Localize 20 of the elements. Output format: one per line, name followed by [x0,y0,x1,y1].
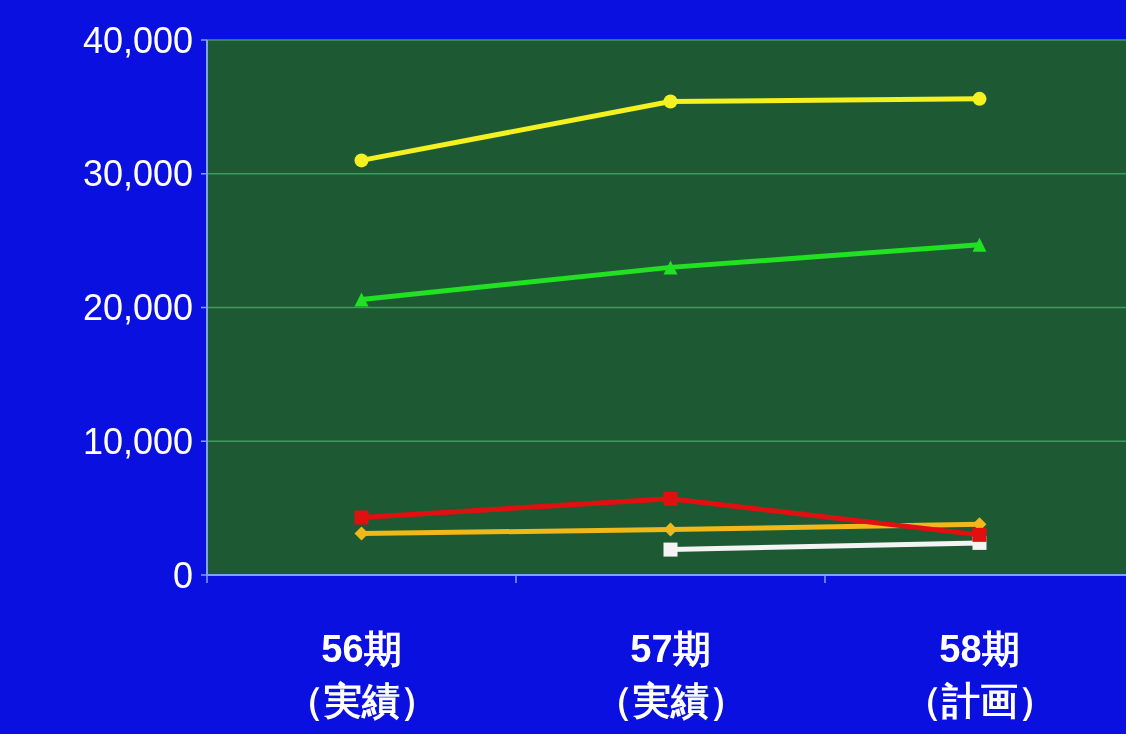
y-tick-label: 40,000 [82,19,193,61]
point [972,91,987,106]
point [972,237,987,252]
point [354,526,369,541]
y-tick-label: 30,000 [82,153,193,195]
point [663,260,678,275]
point [972,527,987,542]
y-tick-label: 0 [172,554,193,596]
x-tick-label: 56期（実績） [284,627,439,724]
x-tick-label: 57期（実績） [593,627,748,724]
point [354,292,369,307]
y-tick-label: 20,000 [82,287,193,328]
point [663,94,678,109]
point [663,542,678,557]
y-tick-label: 10,000 [82,420,193,462]
point [663,491,678,506]
point [354,510,369,525]
point [354,153,369,168]
x-tick-label: 58期（計画） [902,627,1057,724]
point [663,522,678,537]
